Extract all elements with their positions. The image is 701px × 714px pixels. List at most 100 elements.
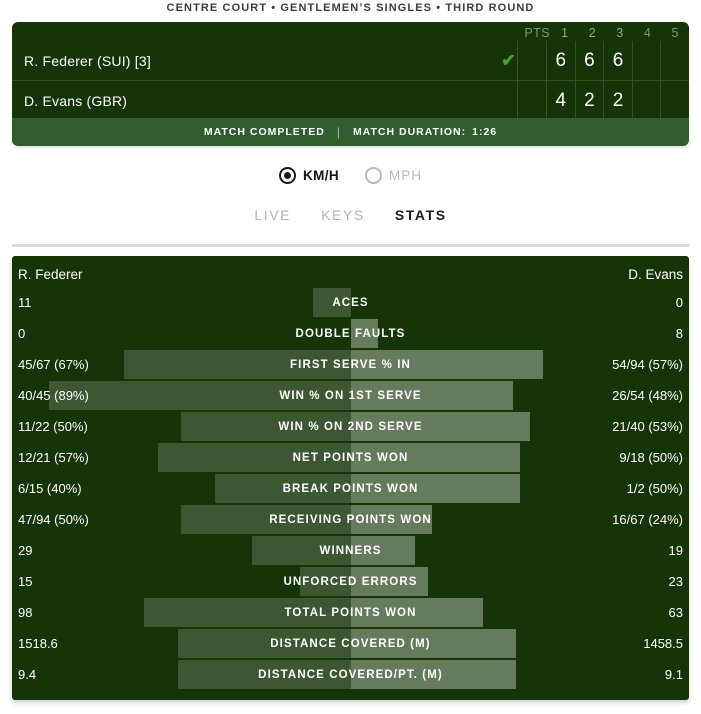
right-stat-value: 54/94 (57%) [612, 357, 683, 372]
left-stat-bar [177, 629, 351, 658]
right-stat-value: 9.1 [664, 667, 683, 682]
unit-option-kmh[interactable]: KM/H [278, 166, 340, 184]
right-stat-bar [350, 567, 429, 596]
section-divider [12, 244, 689, 247]
player-name: D. Evans (GBR) [24, 92, 128, 109]
right-stat-value: 8 [675, 326, 683, 341]
stat-label: DISTANCE COVERED (M) [270, 637, 431, 650]
left-stat-bar [144, 598, 351, 627]
left-stat-bar [215, 474, 351, 503]
tab-stats[interactable]: STATS [394, 207, 447, 223]
scoreboard-column-header: PTS 1 2 3 4 5 [12, 22, 689, 41]
left-stat-value: 1518.6 [18, 636, 58, 651]
right-stat-value: 9/18 (50%) [619, 450, 683, 465]
stat-row-double-faults: 0 DOUBLE FAULTS 8 [12, 318, 689, 349]
set-score: 6 [546, 41, 575, 80]
scoreboard: PTS 1 2 3 4 5 R. Federer (SUI) [3] ✔ 6 6… [12, 22, 689, 120]
left-stat-bar [157, 443, 351, 472]
set-score [660, 41, 689, 80]
col-pts: PTS [524, 26, 551, 40]
stat-row-distance-covered: 1518.6 DISTANCE COVERED (M) 1458.5 [12, 628, 689, 659]
set-score: 2 [603, 81, 632, 120]
stat-label: TOTAL POINTS WON [284, 606, 417, 619]
right-stat-value: 16/67 (24%) [612, 512, 683, 527]
right-stat-value: 26/54 (48%) [612, 388, 683, 403]
left-stat-bar [123, 350, 351, 379]
stat-label: BREAK POINTS WON [282, 482, 419, 495]
player-row-federer: R. Federer (SUI) [3] ✔ 6 6 6 [12, 41, 689, 80]
left-stat-value: 11 [18, 295, 32, 310]
tab-keys[interactable]: KEYS [321, 207, 365, 223]
right-stat-bar [350, 350, 544, 379]
col-set-4: 4 [643, 26, 652, 40]
right-player-name: D. Evans [628, 267, 683, 282]
col-set-5: 5 [671, 26, 679, 40]
right-stat-bar [350, 412, 530, 441]
stat-label: DOUBLE FAULTS [295, 327, 406, 340]
stat-label: WIN % ON 2ND SERVE [278, 420, 423, 433]
right-stat-bar [350, 598, 483, 627]
right-stat-value: 19 [668, 543, 683, 558]
left-stat-bar [49, 381, 351, 410]
stat-row-winners: 29 WINNERS 19 [12, 535, 689, 566]
status-separator: | [336, 125, 341, 139]
pts-cell [517, 41, 546, 80]
left-stat-bar [181, 412, 351, 441]
right-stat-bar [350, 319, 378, 348]
right-stat-value: 63 [668, 605, 683, 620]
left-stat-value: 29 [18, 543, 33, 558]
pts-cell [517, 81, 546, 120]
stat-label: NET POINTS WON [292, 451, 409, 464]
set-score: 4 [546, 81, 575, 120]
tab-live[interactable]: LIVE [254, 207, 292, 223]
radio-selected-icon[interactable] [278, 166, 296, 184]
stat-row-first-serve-in: 45/67 (67%) FIRST SERVE % IN 54/94 (57%) [12, 349, 689, 380]
player-row-evans: D. Evans (GBR) 4 2 2 [12, 80, 689, 120]
stat-label: DISTANCE COVERED/PT. (M) [258, 668, 443, 681]
right-stat-value: 1/2 (50%) [626, 481, 683, 496]
left-stat-value: 47/94 (50%) [18, 512, 89, 527]
right-stat-value: 1458.5 [643, 636, 683, 651]
stat-label: WIN % ON 1ST SERVE [279, 389, 422, 402]
left-stat-bar [181, 505, 351, 534]
set-score: 6 [574, 41, 604, 80]
stat-label: UNFORCED ERRORS [283, 575, 418, 588]
left-stat-value: 40/45 (89%) [18, 388, 89, 403]
right-stat-bar [350, 381, 513, 410]
unit-option-mph[interactable]: MPH [365, 166, 423, 184]
stat-row-receiving-points: 47/94 (50%) RECEIVING POINTS WON 16/67 (… [12, 504, 689, 535]
set-score: 2 [574, 81, 604, 120]
left-stat-value: 15 [18, 574, 33, 589]
stat-label: RECEIVING POINTS WON [269, 513, 432, 526]
right-stat-bar [350, 505, 432, 534]
left-stat-bar [313, 288, 351, 317]
right-stat-bar [350, 536, 415, 565]
match-completed-label: MATCH COMPLETED [203, 126, 325, 138]
right-stat-bar [350, 474, 520, 503]
stat-label: WINNERS [319, 544, 382, 557]
left-stat-bar [252, 536, 351, 565]
right-stat-bar [350, 443, 520, 472]
set-score [631, 41, 661, 80]
set-score: 6 [603, 41, 632, 80]
unit-toggle: KM/H MPH [0, 165, 701, 185]
winner-check-icon: ✔ [501, 50, 516, 70]
col-set-2: 2 [588, 26, 597, 40]
stats-panel: R. Federer D. Evans 11 ACES 0 0 DOUBLE F… [12, 256, 689, 700]
unit-label: MPH [389, 167, 423, 183]
left-stat-bar [177, 660, 351, 689]
stat-row-aces: 11 ACES 0 [12, 287, 689, 318]
unit-label: KM/H [302, 167, 340, 183]
right-stat-value: 0 [675, 295, 683, 310]
left-stat-value: 45/67 (67%) [18, 357, 89, 372]
stat-row-total-points: 98 TOTAL POINTS WON 63 [12, 597, 689, 628]
left-stat-value: 9.4 [18, 667, 37, 682]
right-stat-value: 23 [668, 574, 683, 589]
left-stat-value: 98 [18, 605, 33, 620]
stat-row-break-points: 6/15 (40%) BREAK POINTS WON 1/2 (50%) [12, 473, 689, 504]
radio-unselected-icon[interactable] [365, 166, 383, 184]
right-stat-bar [350, 660, 517, 689]
winner-check-slot [487, 81, 517, 120]
tab-bar: LIVE KEYS STATS [0, 205, 701, 225]
col-set-3: 3 [616, 26, 624, 40]
